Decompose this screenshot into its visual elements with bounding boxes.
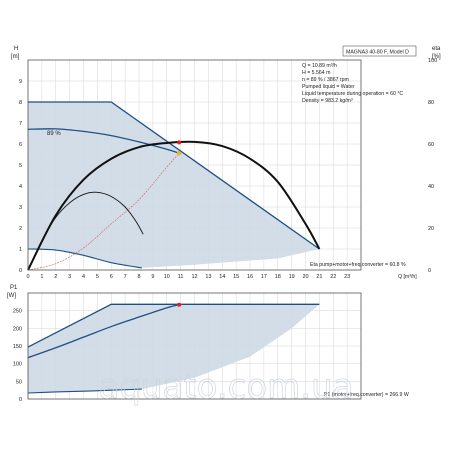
x-tick-label: 20	[302, 274, 308, 280]
y-tick-label: 4	[19, 184, 22, 190]
top-plot-frame	[27, 59, 362, 271]
operating-point-head	[176, 150, 182, 156]
info-box-title-frame	[342, 45, 417, 57]
p1-readout: P1 (motor+freq.converter) = 266.9 W	[324, 392, 409, 398]
top-right-unit: [%]	[432, 54, 441, 60]
eta-tick-label: 40	[428, 184, 434, 190]
x-tick-label: 0	[26, 274, 29, 280]
head-curves	[27, 101, 321, 271]
x-tick-label: 2	[54, 274, 57, 280]
info-line: H = 5.564 m	[302, 70, 330, 76]
system-curve	[27, 152, 180, 271]
x-tick-label: 17	[261, 274, 267, 280]
power-max-curve	[27, 303, 320, 348]
info-line: Density = 983.2 kg/m³	[302, 98, 353, 104]
bottom-y-unit: [W]	[7, 293, 16, 299]
top-y-tick-labels: 0 1 2 3 4 5 6 7 8 9	[19, 79, 22, 274]
eta-readout: Eta pump+motor+freq.converter = 60.8 %	[310, 262, 406, 268]
x-tick-label: 10	[164, 274, 170, 280]
x-tick-label: 18	[275, 274, 281, 280]
y-tick-label: 7	[19, 121, 22, 127]
top-y-unit: [m]	[11, 54, 20, 60]
info-box-title: MAGNA3 40-80 F, Model D	[346, 50, 409, 56]
x-tick-label: 11	[178, 274, 184, 280]
eta-tick-label: 20	[428, 226, 434, 232]
y-tick-label: 5	[19, 163, 22, 169]
x-tick-label: 6	[110, 274, 113, 280]
power-panel: 0 50 100 150 200 250 P1 [W] P1 (motor+freq.co…	[7, 285, 409, 403]
efficiency-min-curve	[27, 191, 144, 271]
bottom-plot-frame	[27, 292, 362, 400]
y-tick-label: 50	[16, 379, 22, 385]
top-y-title: H	[14, 46, 18, 52]
info-line: Liquid temperature during operation = 60…	[302, 91, 403, 97]
info-line: Pumped liquid = Water	[302, 84, 355, 90]
power-range-area	[28, 304, 320, 393]
y-tick-label: 100	[13, 362, 22, 368]
x-tick-label: 7	[124, 274, 127, 280]
x-tick-label: 3	[68, 274, 71, 280]
y-tick-label: 3	[19, 205, 22, 211]
x-tick-label: 23	[344, 274, 350, 280]
x-tick-label: 1	[40, 274, 43, 280]
speed-89-curve	[27, 128, 180, 154]
y-tick-label: 8	[19, 100, 22, 106]
x-tick-label: 21	[316, 274, 322, 280]
x-tick-label: 15	[233, 274, 239, 280]
y-tick-label: 9	[19, 79, 22, 85]
x-tick-label: 8	[137, 274, 140, 280]
y-tick-label: 0	[19, 268, 22, 274]
min-curve	[27, 248, 142, 269]
y-tick-label: 150	[13, 344, 22, 350]
top-right-title: eta	[432, 46, 441, 52]
x-axis-label: Q [m³/h]	[398, 274, 417, 280]
x-tick-label: 14	[219, 274, 225, 280]
max-curve	[28, 101, 320, 250]
eta-tick-label: 0	[428, 268, 431, 274]
power-89-curve	[27, 304, 180, 359]
x-tick-label: 16	[247, 274, 253, 280]
info-lines: Q = 10.89 m³/h H = 5.564 m n = 89 % / 38…	[302, 63, 403, 104]
y-tick-label: 0	[19, 397, 22, 403]
operating-point-power	[177, 302, 182, 307]
info-line: n = 89 % / 3867 rpm	[302, 77, 349, 83]
y-tick-label: 6	[19, 142, 22, 148]
x-tick-label: 9	[151, 274, 154, 280]
operating-range-area	[28, 102, 320, 268]
curve-speed-label: 89 %	[47, 131, 61, 137]
eta-tick-label: 60	[428, 142, 434, 148]
eta-tick-label: 80	[428, 100, 434, 106]
bottom-y-title: P1	[10, 285, 18, 291]
y-tick-label: 200	[13, 326, 22, 332]
top-eta-tick-labels: 0 20 40 60 80 100	[428, 58, 437, 274]
y-tick-label: 1	[19, 247, 22, 253]
y-tick-label: 2	[19, 226, 22, 232]
watermark-logo: aquato.com.ua	[99, 367, 354, 407]
x-tick-label: 12	[191, 274, 197, 280]
x-tick-label: 19	[289, 274, 295, 280]
bottom-y-tick-labels: 0 50 100 150 200 250	[13, 309, 22, 403]
eta-tick-label: 100	[428, 58, 437, 64]
top-x-tick-labels: 0 1 2 3 4 5 6 7 8 9 10 11 12 13 14 15 16 17 18 19 20 21 22 23	[26, 274, 350, 280]
x-tick-label: 13	[205, 274, 211, 280]
operating-point-eta	[177, 140, 182, 145]
power-curves	[27, 302, 320, 394]
y-tick-label: 250	[13, 309, 22, 315]
x-tick-label: 22	[330, 274, 336, 280]
info-line: Q = 10.89 m³/h	[302, 63, 337, 69]
x-tick-label: 4	[82, 274, 85, 280]
x-tick-label: 5	[96, 274, 99, 280]
power-min-curve	[27, 388, 142, 394]
